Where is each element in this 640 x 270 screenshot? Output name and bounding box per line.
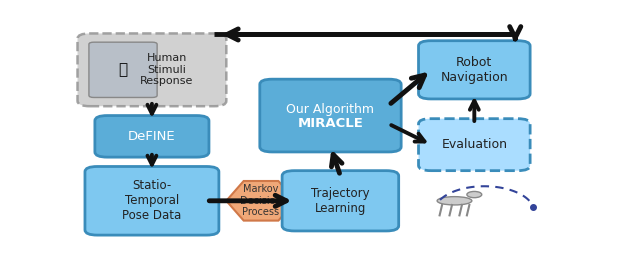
FancyBboxPatch shape: [95, 116, 209, 157]
Ellipse shape: [467, 191, 482, 198]
Text: DeFINE: DeFINE: [128, 130, 176, 143]
Text: Robot
Navigation: Robot Navigation: [440, 56, 508, 84]
Text: Trajectory
Learning: Trajectory Learning: [311, 187, 370, 215]
Text: Evaluation: Evaluation: [442, 138, 508, 151]
Text: Our Algorithm: Our Algorithm: [287, 103, 374, 116]
FancyBboxPatch shape: [89, 42, 157, 97]
Ellipse shape: [437, 197, 472, 205]
FancyBboxPatch shape: [85, 167, 219, 235]
Text: Human
Stimuli
Response: Human Stimuli Response: [140, 53, 193, 86]
Polygon shape: [227, 181, 296, 221]
FancyBboxPatch shape: [419, 41, 530, 99]
FancyBboxPatch shape: [282, 171, 399, 231]
Text: MIRACLE: MIRACLE: [298, 117, 364, 130]
Text: 👤: 👤: [118, 62, 127, 77]
FancyBboxPatch shape: [260, 79, 401, 152]
Text: Statio-
Temporal
Pose Data: Statio- Temporal Pose Data: [122, 179, 182, 222]
Text: Markov
Decision
Process: Markov Decision Process: [240, 184, 282, 217]
FancyBboxPatch shape: [77, 33, 227, 106]
FancyBboxPatch shape: [419, 119, 530, 171]
